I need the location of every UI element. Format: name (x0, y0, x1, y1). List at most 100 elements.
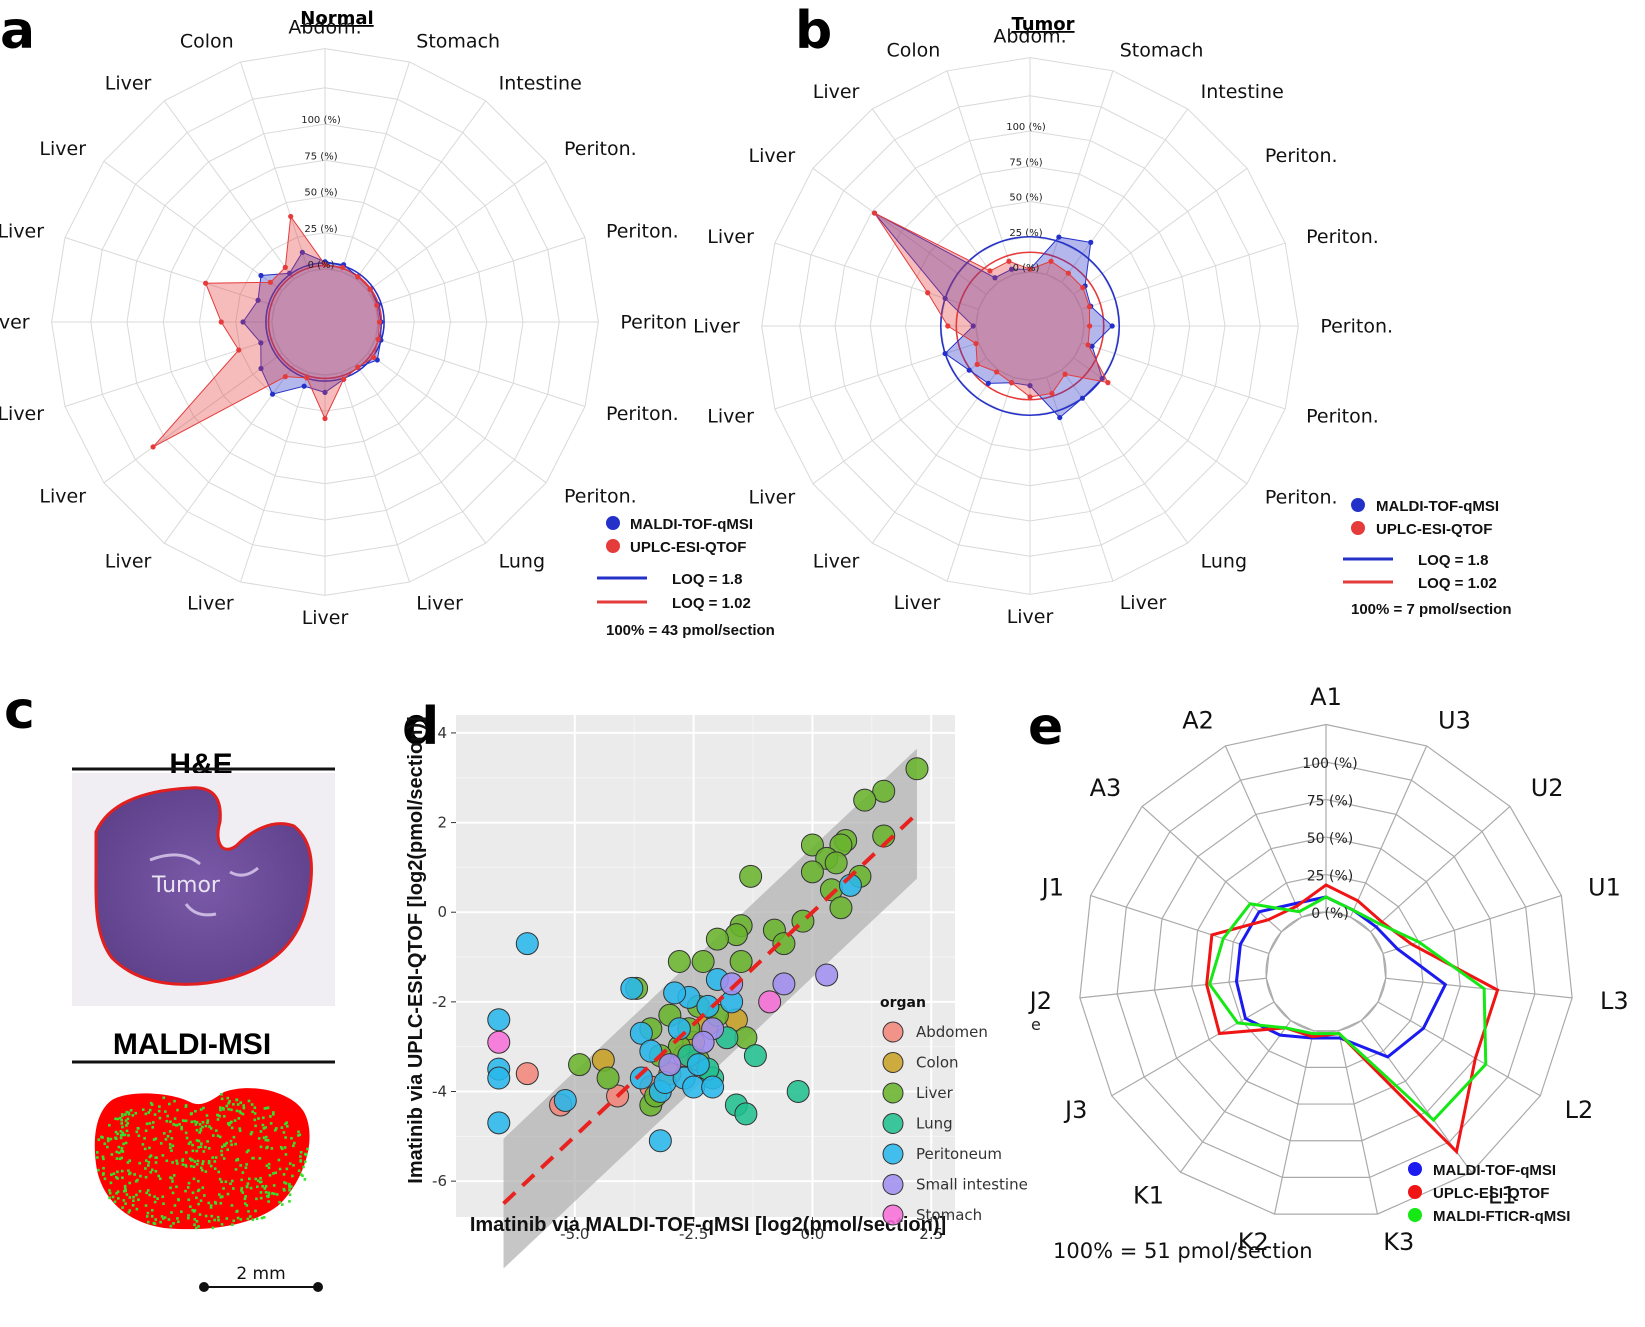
msi-pixel (119, 1116, 122, 1120)
msi-pixel (262, 1116, 265, 1120)
msi-pixel (222, 1187, 225, 1190)
msi-pixel (264, 1138, 268, 1142)
radar-data-point (218, 319, 224, 325)
msi-pixel (303, 1160, 307, 1164)
msi-pixel (232, 1103, 235, 1106)
legend-scale-note: 100% = 7 pmol/section (1351, 601, 1511, 618)
msi-pixel (125, 1193, 129, 1196)
radar-percent-label: 100 (%) (301, 115, 341, 126)
scatter-point (648, 1129, 672, 1153)
msi-pixel (220, 1093, 223, 1096)
msi-pixel (176, 1162, 179, 1165)
msi-pixel (285, 1167, 289, 1171)
radar-data-point (1027, 394, 1033, 400)
radar-percent-label: 25 (%) (304, 224, 337, 235)
radar-spoke-label: K3 (1383, 1228, 1414, 1256)
msi-pixel (184, 1189, 187, 1193)
msi-pixel (116, 1190, 120, 1194)
radar-data-point (1079, 395, 1086, 401)
legend-item-label: Stomach (916, 1206, 982, 1224)
radar-data-point (304, 375, 310, 381)
msi-pixel (219, 1108, 222, 1112)
msi-pixel (264, 1126, 267, 1129)
msi-pixel (172, 1123, 175, 1126)
legend-a: MALDI-TOF-qMSI UPLC-ESI-QTOF LOQ = 1.8 L… (597, 516, 775, 639)
msi-pixel (132, 1199, 135, 1203)
legend-item-label: Abdomen (916, 1023, 988, 1041)
msi-pixel (240, 1178, 243, 1182)
msi-pixel (290, 1136, 293, 1140)
scatter-point (758, 990, 782, 1014)
radar-spoke-label: Periton. (564, 485, 637, 507)
radar-spoke-label: A2 (1182, 707, 1214, 735)
msi-pixel (208, 1125, 211, 1128)
msi-pixel (231, 1179, 234, 1183)
msi-pixel (153, 1113, 157, 1116)
radar-data-point (1056, 234, 1062, 240)
msi-pixel (193, 1217, 197, 1221)
radar-data-point (299, 249, 305, 255)
msi-pixel (167, 1218, 171, 1221)
msi-pixel (171, 1191, 175, 1195)
msi-pixel (137, 1134, 141, 1138)
msi-pixel (148, 1146, 151, 1150)
msi-pixel (299, 1173, 303, 1176)
msi-pixel (159, 1220, 162, 1224)
x-tick-label: 0.0 (800, 1225, 824, 1243)
msi-pixel (297, 1130, 300, 1134)
he-tumor-outline (94, 786, 313, 986)
msi-pixel (108, 1196, 111, 1200)
radar-spoke-label: Liver (187, 593, 234, 615)
msi-pixel (134, 1111, 138, 1115)
msi-pixel (239, 1111, 243, 1115)
radar-spoke (1081, 242, 1286, 310)
scatter-point (729, 950, 753, 974)
msi-pixel (201, 1120, 205, 1124)
scatter-point (691, 950, 715, 974)
msi-pixel (154, 1137, 158, 1140)
msi-pixel (284, 1153, 288, 1156)
msi-pixel (282, 1187, 286, 1191)
msi-pixel (135, 1207, 139, 1211)
msi-pixel (166, 1114, 169, 1118)
msi-pixel (123, 1133, 127, 1137)
msi-pixel (96, 1151, 99, 1154)
msi-pixel (254, 1124, 257, 1128)
legend-label-maldi: MALDI-TOF-qMSI (1376, 498, 1499, 515)
msi-pixel (211, 1226, 215, 1230)
msi-pixel (253, 1118, 257, 1122)
msi-pixel (184, 1163, 187, 1167)
msi-pixel (195, 1162, 199, 1166)
msi-pixel (115, 1150, 119, 1154)
radar-spoke-label: Liver (749, 145, 796, 167)
msi-pixel (272, 1112, 275, 1116)
msi-pixel (148, 1122, 152, 1125)
radar-data-point (269, 391, 276, 397)
legend-label-uplc: UPLC-ESI-QTOF (1376, 521, 1492, 538)
msi-pixel (216, 1113, 220, 1117)
radar-spoke-label: U2 (1531, 774, 1564, 802)
msi-pixel (262, 1136, 266, 1140)
radar-data-point (1065, 270, 1071, 276)
radar-spoke (946, 70, 1014, 275)
scatter-point (772, 932, 796, 956)
msi-pixel (220, 1195, 224, 1198)
radar-data-point (985, 380, 991, 386)
msi-pixel (166, 1134, 170, 1138)
msi-pixel (184, 1131, 188, 1135)
radar-percent-label: 25 (%) (1307, 869, 1354, 885)
msi-pixel (109, 1137, 113, 1141)
msi-pixel (258, 1180, 262, 1184)
radar-data-point (203, 280, 209, 286)
msi-pixel (283, 1146, 287, 1149)
msi-pixel (279, 1145, 283, 1149)
msi-pixel (282, 1131, 286, 1134)
radar-spoke-label: Periton. (606, 403, 679, 425)
msi-pixel (133, 1173, 136, 1176)
radar-data-point (301, 383, 307, 389)
msi-pixel (220, 1097, 224, 1101)
msi-pixel (216, 1118, 220, 1121)
msi-pixel (226, 1096, 230, 1100)
legend-key (882, 1113, 904, 1134)
msi-pixel (202, 1150, 206, 1153)
